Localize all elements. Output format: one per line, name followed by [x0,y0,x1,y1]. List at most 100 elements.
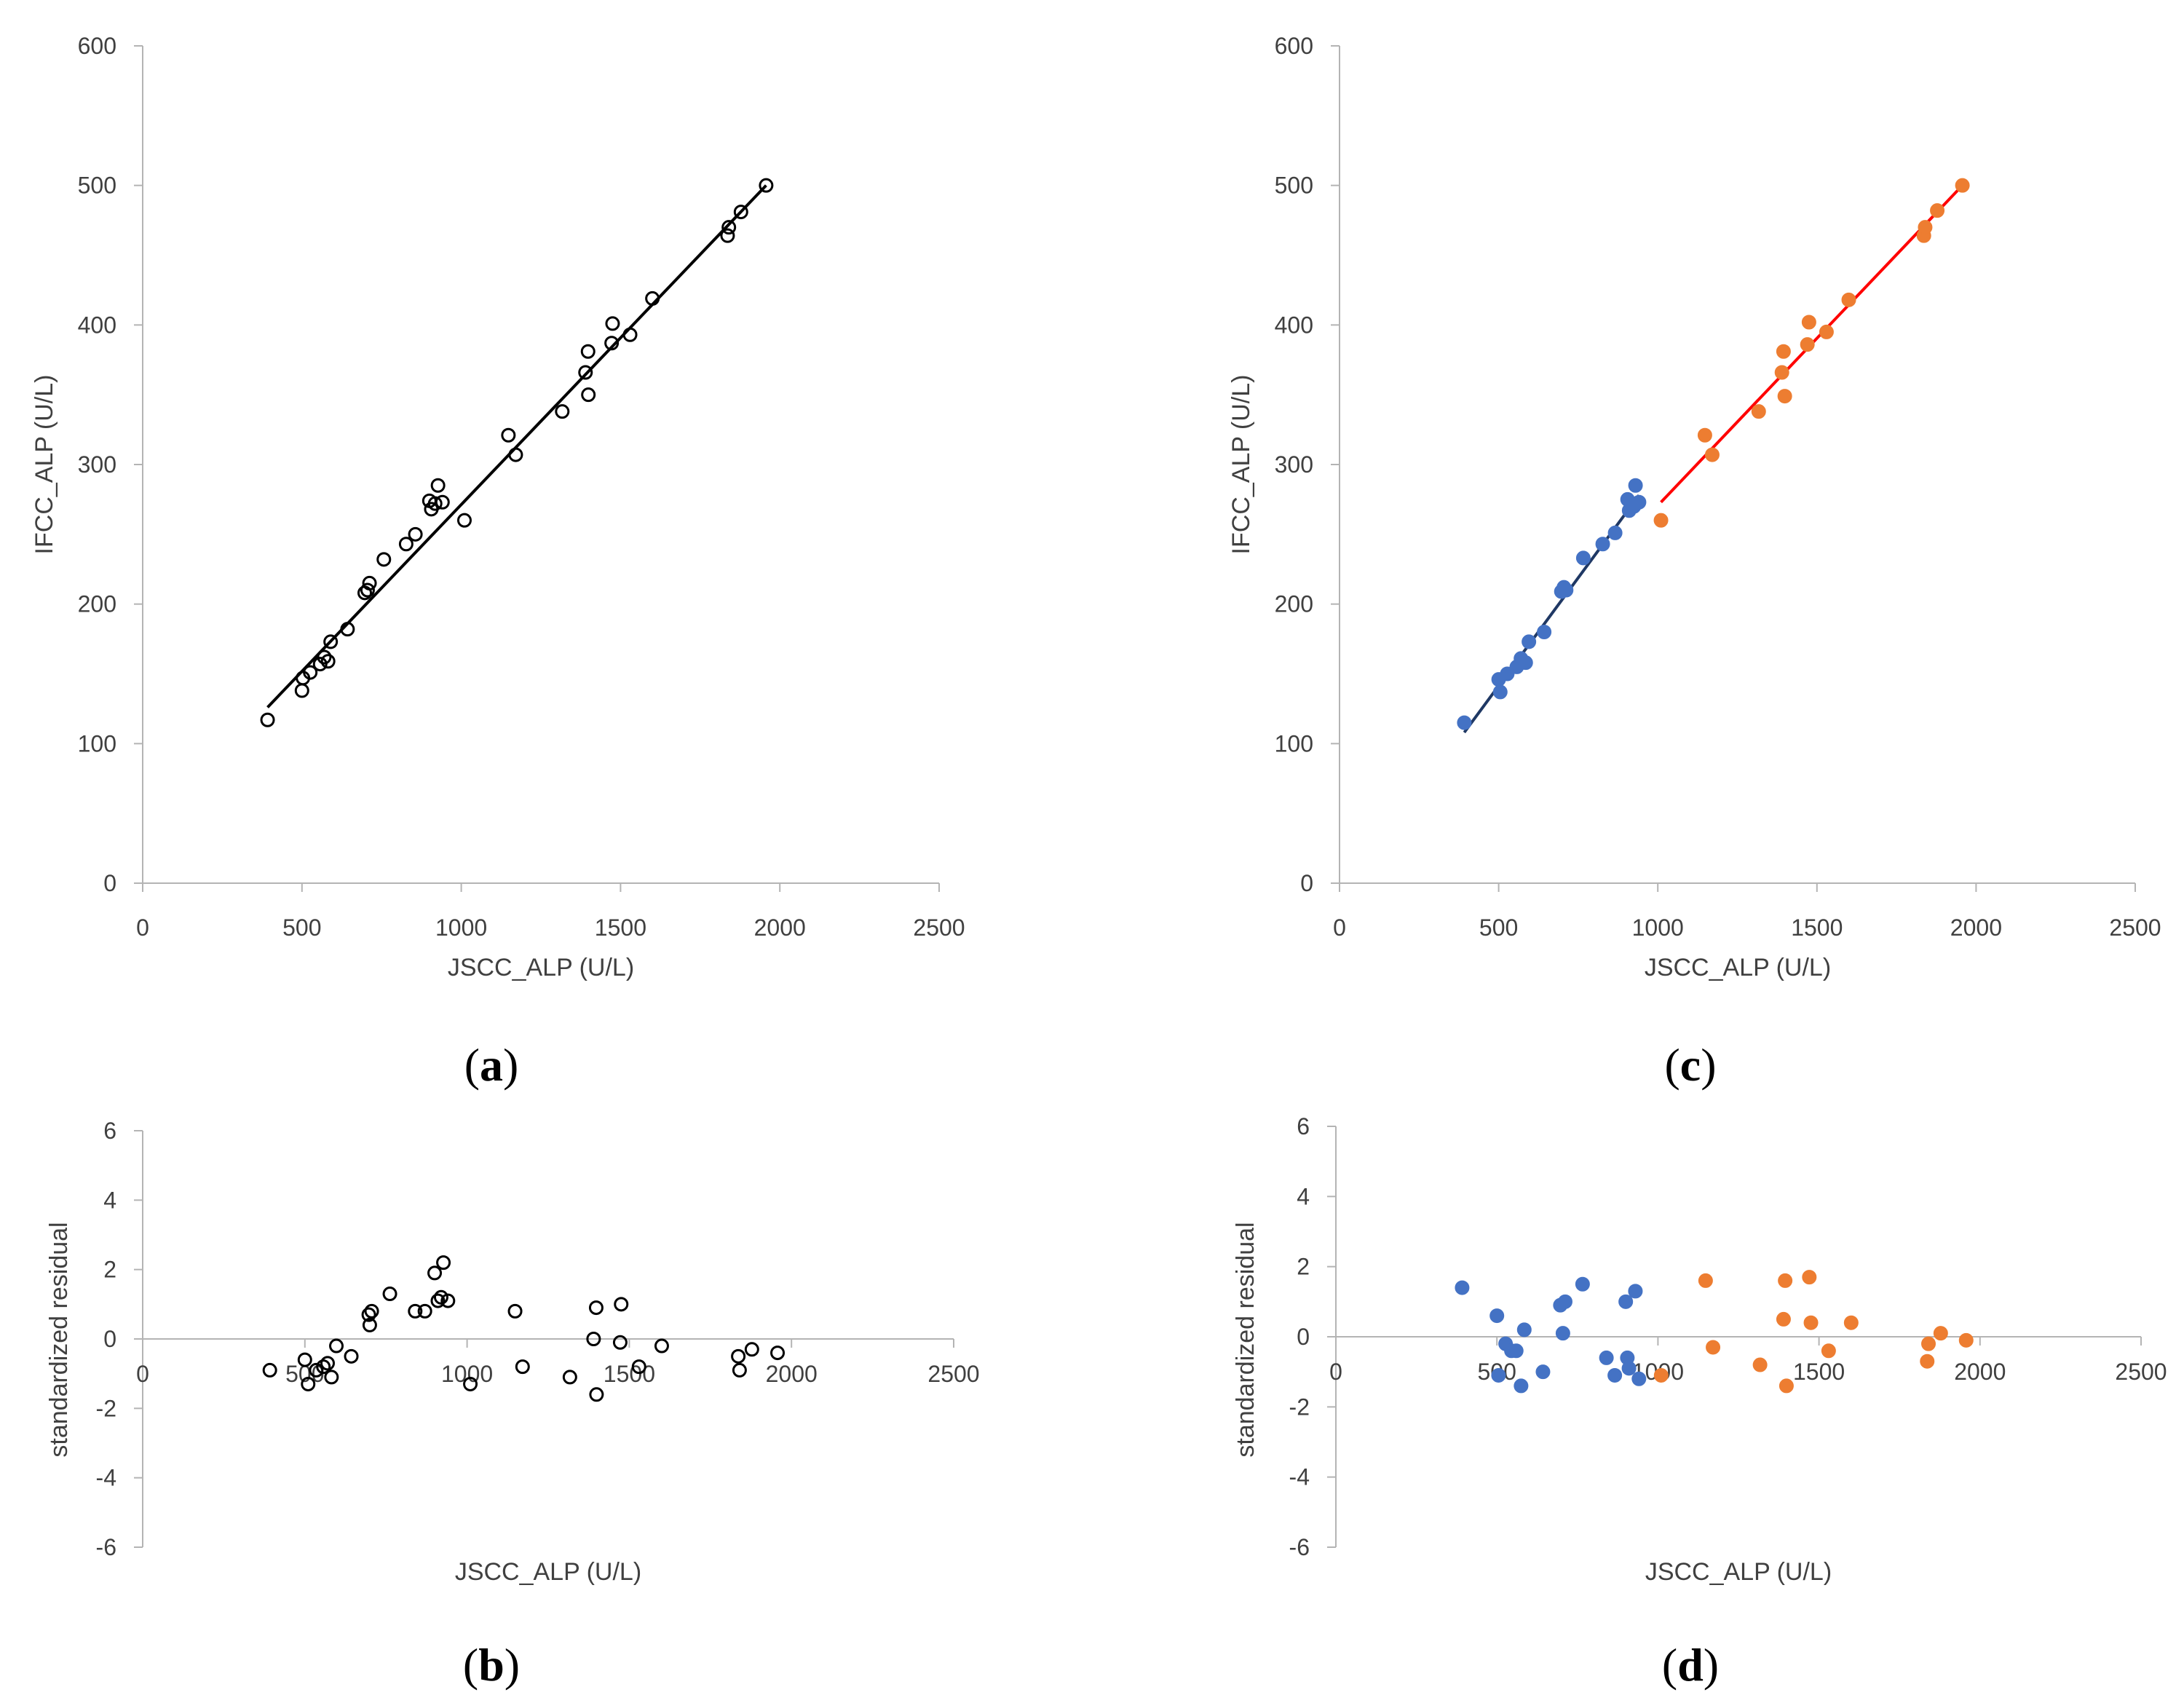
chart-d-data-point [1752,1357,1768,1372]
chart-d-data-point [1607,1367,1623,1383]
chart-d-y-tick-label: 4 [1297,1183,1310,1209]
chart-c-data-point [1628,478,1643,493]
chart-b-data-point [507,1303,523,1319]
chart-c-data-point [1777,389,1792,404]
chart-b-y-tick-label: -6 [96,1534,116,1560]
chart-a-data-point [456,513,472,528]
chart-c-data-point [1697,427,1712,443]
chart-c-data-point [1819,324,1834,339]
chart-a-data-point [605,316,620,331]
chart-c-data-point [1800,337,1815,352]
chart-c-y-axis-title: IFCC_ALP (U/L) [1227,375,1255,555]
chart-b-data-point [324,1370,339,1385]
chart-b-data-point [436,1255,451,1271]
chart-d-data-point [1921,1336,1936,1351]
chart-c-data-point [1955,178,1970,193]
chart-a-x-tick-label: 1500 [595,914,646,941]
chart-a-data-point [435,494,450,510]
chart-d-x-tick-label: 2500 [2115,1359,2167,1385]
chart-a-data-point [427,496,443,511]
chart-c-data-point [1918,220,1933,235]
chart-a-data-point [360,582,375,598]
chart-c-data-point [1774,365,1789,380]
chart-c-data-point [1653,513,1669,528]
chart-a-y-tick-label: 600 [78,33,116,59]
chart-b-data-point [463,1376,478,1391]
chart-b-data-point [309,1362,324,1378]
chart-a-data-point [376,552,392,567]
chart-c-x-tick-label: 0 [1333,914,1346,941]
chart-d-data-point [1514,1378,1529,1394]
chart-b-y-tick-label: 0 [103,1326,116,1352]
chart-c-data-point [1537,625,1552,639]
chart-b-data-point [262,1362,277,1378]
chart-a-data-point [317,649,332,665]
chart-d-data-point [1508,1343,1524,1359]
chart-c-data-point [1575,550,1591,566]
chart-c-data-point [1607,525,1623,540]
chart-a-data-point [320,654,336,669]
chart-d-data-point [1821,1343,1836,1359]
chart-a-data-point [733,205,748,220]
chart-a-data-point [555,404,570,419]
chart-d-x-tick-label: 2000 [1954,1359,2006,1385]
chart-b-y-tick-label: -2 [96,1395,116,1421]
chart-d-y-tick-label: 2 [1297,1254,1310,1280]
chart-c-panel-label: (c) [1664,1039,1716,1091]
chart-a-data-point [580,344,596,359]
chart-d-data-point [1455,1280,1470,1295]
chart-c-y-tick-label: 100 [1275,730,1313,756]
chart-d-y-tick-label: -2 [1289,1394,1310,1420]
chart-a-regression-line [266,184,767,708]
chart-a-data-point [720,228,735,243]
chart-a-y-tick-label: 0 [103,870,116,896]
chart-b-data-point [770,1346,786,1361]
chart-c-data-point [1595,537,1610,552]
chart-b-x-tick-label: 0 [136,1361,149,1387]
chart-a-data-point [604,336,620,351]
chart-b-x-tick-label: 2500 [927,1361,979,1387]
chart-d-data-point [1555,1326,1570,1341]
chart-c-x-tick-label: 2000 [1950,914,2002,941]
chart-b-data-point [408,1303,423,1319]
chart-d-x-axis-title: JSCC_ALP (U/L) [1645,1558,1832,1586]
chart-b-data-point [631,1359,646,1375]
chart-d-data-point [1802,1270,1817,1285]
chart-b-data-point [427,1265,443,1281]
chart-b-x-tick-label: 1000 [441,1361,493,1387]
chart-b-data-point [316,1359,331,1375]
chart-a-y-tick-label: 400 [78,312,116,338]
chart-d-data-point [1958,1332,1974,1348]
chart-c-data-point [1631,494,1647,510]
chart-b-data-point [430,1293,446,1308]
chart-c-panel-letter: c [1680,1039,1701,1091]
chart-b-data-point [588,1300,604,1316]
chart-a-data-point [323,634,339,649]
chart-c-data-point [1457,715,1472,730]
chart-b-data-point [614,1297,629,1312]
chart-b-y-axis-title: standardized residual [45,1222,73,1457]
chart-c-x-tick-label: 1000 [1632,914,1684,941]
chart-a-y-tick-label: 300 [78,451,116,478]
chart-c-y-tick-label: 600 [1275,33,1313,59]
chart-a-data-point [501,427,516,443]
chart-b-data-point [589,1387,604,1402]
chart-d-data-point [1557,1294,1572,1309]
chart-c-data-point [1776,344,1791,359]
chart-d-data-point [1516,1322,1532,1337]
chart-b-data-point [382,1287,397,1302]
chart-c-y-tick-label: 400 [1275,312,1313,338]
chart-a-x-tick-label: 1000 [435,914,487,941]
chart-c-x-tick-label: 500 [1479,914,1518,941]
chart-a-data-point [362,575,377,590]
chart-d-x-tick-label: 0 [1329,1359,1342,1385]
chart-c-x-tick-label: 1500 [1791,914,1843,941]
chart-c-data-point [1559,582,1574,598]
chart-c-y-tick-label: 200 [1275,591,1313,617]
chart-d-data-point [1489,1308,1505,1324]
